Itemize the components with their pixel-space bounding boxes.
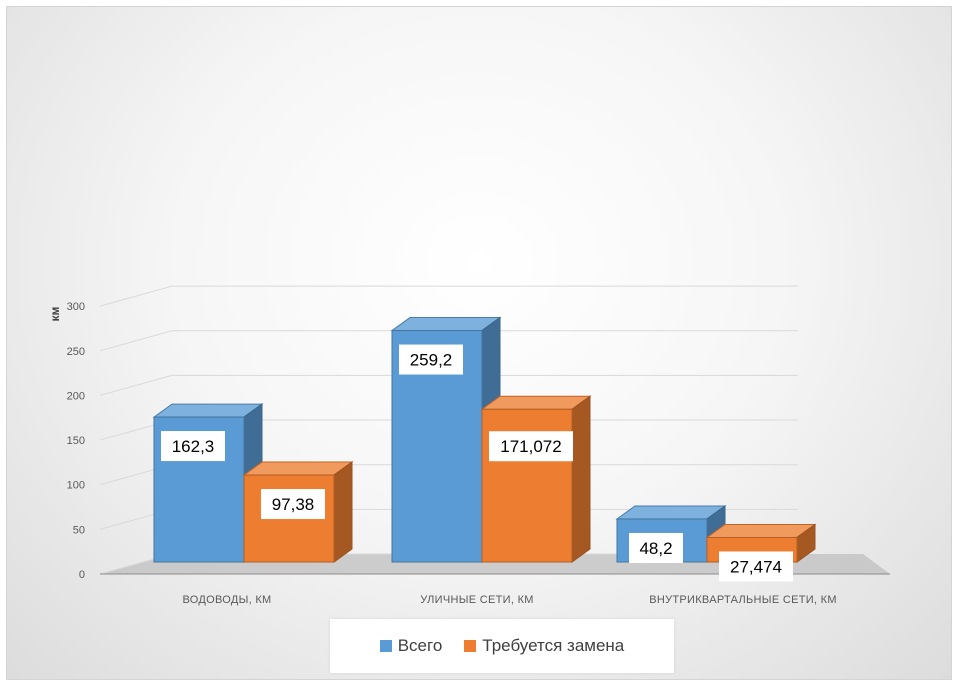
legend-label-total: Всего xyxy=(397,636,443,655)
bar-top-face xyxy=(705,523,817,538)
data-label-box xyxy=(629,532,683,563)
bar-side-face xyxy=(333,461,353,563)
gridline-side xyxy=(99,330,173,352)
legend-entry-total: Всего xyxy=(379,636,443,656)
chart-plot: 0 50 100 150 200 250 300 км ВОДОВОДЫ, КМ УЛИЧНЫЕ … xyxy=(48,285,890,606)
data-label-box xyxy=(261,489,325,520)
data-label-box xyxy=(399,344,463,375)
chart-area: 0 50 100 150 200 250 300 км ВОДОВОДЫ, КМ УЛИЧНЫЕ … xyxy=(6,6,952,680)
legend: Всего Требуется замена xyxy=(330,619,674,673)
legend-entry-replacement: Требуется замена xyxy=(464,636,624,656)
bar-top-face xyxy=(480,395,592,410)
y-tick-label: 100 xyxy=(67,480,85,492)
y-axis-title: км xyxy=(48,306,62,321)
y-tick-label: 200 xyxy=(67,390,85,402)
bar-top-face xyxy=(615,505,727,520)
gridline-side xyxy=(99,374,173,396)
y-tick-label: 150 xyxy=(67,435,85,447)
data-label-box xyxy=(719,551,793,582)
data-label-box xyxy=(489,431,573,462)
y-tick-label: 300 xyxy=(67,301,85,313)
category-label: ВНУТРИКВАРТАЛЬНЫЕ СЕТИ, КМ xyxy=(649,594,837,606)
data-label: 97,38 xyxy=(272,495,315,514)
data-label: 27,474 xyxy=(730,557,782,576)
bar-side-face xyxy=(571,395,591,563)
y-tick-label: 250 xyxy=(67,346,85,358)
legend-swatch-replacement xyxy=(464,640,477,652)
gridline-side xyxy=(99,285,173,307)
bar-top-face xyxy=(242,461,354,476)
data-label-box xyxy=(161,431,225,462)
data-label: 48,2 xyxy=(639,539,672,558)
bar-top-face xyxy=(390,317,502,332)
data-label: 259,2 xyxy=(410,351,453,370)
legend-swatch-total xyxy=(379,640,392,652)
legend-label-replacement: Требуется замена xyxy=(482,636,625,655)
data-label: 162,3 xyxy=(172,437,215,456)
bar-top-face xyxy=(152,403,264,418)
data-label: 171,072 xyxy=(500,437,561,456)
y-tick-label: 50 xyxy=(73,524,85,536)
category-label: УЛИЧНЫЕ СЕТИ, КМ xyxy=(420,594,534,606)
category-label: ВОДОВОДЫ, КМ xyxy=(182,594,271,606)
y-tick-label: 0 xyxy=(79,569,85,581)
